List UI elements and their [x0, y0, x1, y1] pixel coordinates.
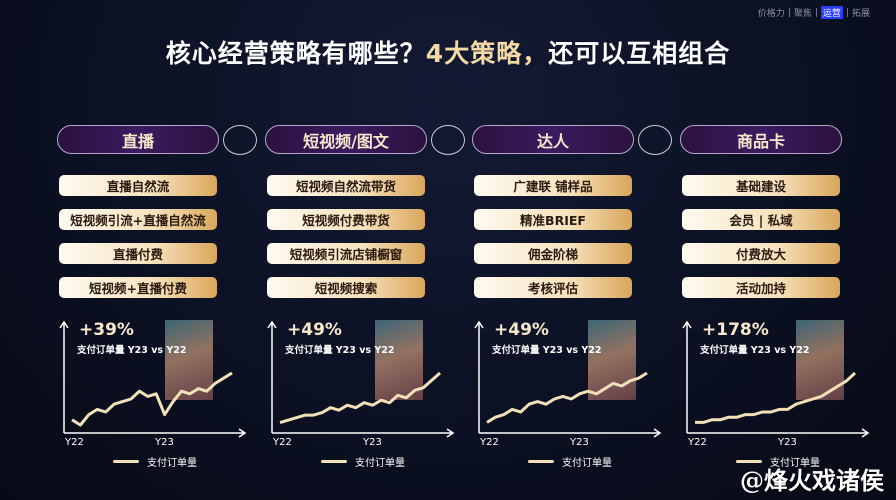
trend-chart: +49% 支付订单量 Y23 vs Y22 Y22 Y23 支付订单量	[462, 315, 662, 475]
legend-swatch	[736, 460, 762, 463]
strategy-item: 会员 | 私域	[682, 209, 840, 230]
x-tick: Y23	[155, 437, 174, 448]
x-tick: Y23	[363, 437, 382, 448]
watermark: @烽火戏诸侯	[740, 466, 884, 495]
strategy-column: 直播 直播自然流短视频引流+直播自然流 直播付费短视频+直播付费	[57, 125, 219, 298]
legend-label: 支付订单量	[770, 458, 820, 469]
strategy-column: 商品卡 基础建设会员 | 私域 付费放大活动加持	[680, 125, 842, 298]
series-line	[695, 371, 857, 424]
x-tick: Y23	[778, 437, 797, 448]
strategy-item: 活动加持	[682, 277, 840, 298]
product-thumbnail	[375, 320, 423, 400]
nav-item[interactable]: 价格力	[757, 9, 785, 19]
series-line	[486, 371, 648, 424]
x-tick: Y23	[570, 437, 589, 448]
strategy-item: 短视频付费带货	[267, 209, 425, 230]
nav-item-active[interactable]: 运营	[820, 6, 843, 19]
legend-label: 支付订单量	[147, 458, 197, 469]
y-axis	[474, 320, 484, 433]
growth-percent: +39%	[79, 320, 134, 340]
strategy-item: 短视频+直播付费	[59, 277, 217, 298]
x-tick: Y22	[480, 437, 499, 448]
y-axis	[59, 320, 69, 433]
title-rest: 还可以互相组合	[548, 39, 731, 68]
legend: 支付订单量	[736, 454, 820, 469]
x-axis	[272, 428, 455, 438]
x-tick: Y22	[273, 437, 292, 448]
growth-caption: 支付订单量 Y23 vs Y22	[700, 345, 810, 356]
legend-label: 支付订单量	[562, 458, 612, 469]
page-title: 核心经营策略有哪些？4大策略，还可以互相组合	[0, 34, 896, 70]
growth-percent: +49%	[287, 320, 342, 340]
x-tick: Y22	[65, 437, 84, 448]
chart-svg	[474, 320, 662, 438]
strategy-header: 达人	[472, 125, 634, 154]
strategy-item: 佣金阶梯	[474, 243, 632, 264]
strategy-item: 短视频自然流带货	[267, 175, 425, 196]
growth-caption: 支付订单量 Y23 vs Y22	[492, 345, 602, 356]
legend-label: 支付订单量	[355, 458, 405, 469]
y-axis	[267, 320, 277, 433]
chart-svg	[59, 320, 247, 438]
legend-swatch	[321, 460, 347, 463]
strategy-item: 基础建设	[682, 175, 840, 196]
title-highlight: 4大策略，	[425, 39, 549, 68]
strategy-item: 广建联 铺样品	[474, 175, 632, 196]
legend: 支付订单量	[113, 454, 197, 469]
strategy-header: 直播	[57, 125, 219, 154]
strategy-item: 直播自然流	[59, 175, 217, 196]
x-axis	[64, 428, 247, 438]
strategy-item: 短视频搜索	[267, 277, 425, 298]
title-main: 核心经营策略有哪些？	[165, 39, 426, 68]
growth-caption: 支付订单量 Y23 vs Y22	[77, 345, 187, 356]
growth-percent: +178%	[702, 320, 769, 340]
x-axis	[479, 428, 662, 438]
trend-chart: +49% 支付订单量 Y23 vs Y22 Y22 Y23 支付订单量	[255, 315, 455, 475]
strategy-item: 精准BRIEF	[474, 209, 632, 230]
link-circle-icon	[223, 125, 257, 155]
link-circle-icon	[638, 125, 672, 155]
legend: 支付订单量	[321, 454, 405, 469]
growth-percent: +49%	[494, 320, 549, 340]
strategy-header: 短视频/图文	[265, 125, 427, 154]
strategy-item: 短视频引流店铺橱窗	[267, 243, 425, 264]
strategy-item: 考核评估	[474, 277, 632, 298]
x-axis	[687, 428, 870, 438]
nav-item[interactable]: 拓展	[851, 9, 870, 19]
top-nav: 价格力 | 聚焦 | 运营 | 拓展	[757, 6, 870, 19]
legend-swatch	[113, 460, 139, 463]
strategy-item: 付费放大	[682, 243, 840, 264]
series-line	[279, 371, 441, 424]
link-circle-icon	[431, 125, 465, 155]
legend: 支付订单量	[528, 454, 612, 469]
product-thumbnail	[588, 320, 636, 400]
legend-swatch	[528, 460, 554, 463]
trend-chart: +39% 支付订单量 Y23 vs Y22 Y22 Y23 支付订单量	[47, 315, 247, 475]
strategy-header: 商品卡	[680, 125, 842, 154]
strategy-column: 短视频/图文 短视频自然流带货 短视频付费带货 短视频引流店铺橱窗 短视频搜索	[265, 125, 427, 298]
series-line	[71, 371, 233, 427]
y-axis	[682, 320, 692, 433]
trend-chart: +178% 支付订单量 Y23 vs Y22 Y22 Y23 支付订单量	[670, 315, 870, 475]
strategy-item: 短视频引流+直播自然流	[59, 209, 217, 230]
strategy-item: 直播付费	[59, 243, 217, 264]
nav-item[interactable]: 聚焦	[793, 9, 812, 19]
x-tick: Y22	[688, 437, 707, 448]
growth-caption: 支付订单量 Y23 vs Y22	[285, 345, 395, 356]
strategy-column: 达人 广建联 铺样品 精准BRIEF 佣金阶梯考核评估	[472, 125, 634, 298]
product-thumbnail	[165, 320, 213, 400]
chart-svg	[267, 320, 455, 438]
chart-svg	[682, 320, 870, 438]
